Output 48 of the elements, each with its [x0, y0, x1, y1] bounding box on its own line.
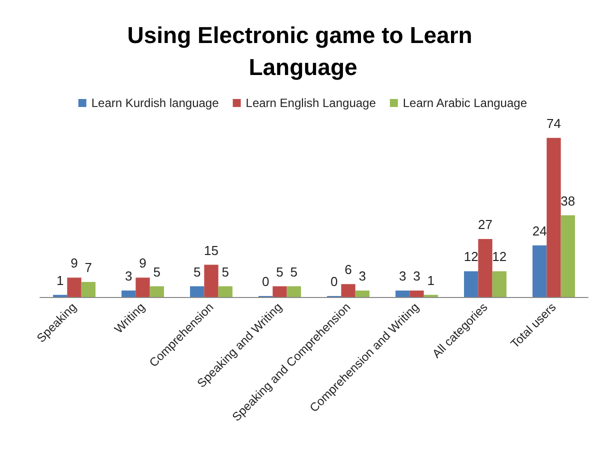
data-label: 0: [262, 274, 270, 289]
bar: [150, 286, 164, 297]
data-label: 5: [276, 264, 284, 280]
data-label: 5: [222, 264, 230, 280]
bar: [396, 290, 410, 297]
bar: [478, 238, 492, 297]
data-label: 38: [560, 193, 576, 208]
data-label: 15: [204, 242, 218, 258]
bar: [272, 286, 287, 297]
legend-label: Learn English Language: [246, 96, 376, 110]
bar: [341, 284, 356, 297]
bar: [532, 245, 547, 297]
bar: [560, 215, 575, 297]
data-label: 9: [70, 256, 78, 271]
bar: [204, 264, 218, 297]
bar: [67, 278, 82, 297]
bar: [81, 282, 96, 297]
bar: [122, 290, 136, 297]
data-label: 24: [532, 223, 547, 238]
data-label: 3: [124, 268, 132, 284]
bar: [286, 286, 301, 297]
bar: [546, 138, 561, 297]
data-label: 7: [84, 260, 92, 275]
bar: [464, 271, 478, 297]
data-label: 9: [139, 256, 146, 271]
data-label: 3: [413, 268, 420, 284]
bar: [218, 286, 232, 297]
data-label: 5: [290, 264, 298, 280]
data-label: 1: [427, 272, 435, 288]
data-label: 74: [546, 116, 561, 131]
bar: [136, 278, 150, 297]
bar: [492, 271, 506, 297]
data-label: 0: [330, 274, 338, 289]
bar: [355, 290, 370, 297]
data-label: 5: [153, 264, 161, 280]
data-label: 12: [492, 249, 507, 264]
legend-label: Learn Arabic Language: [402, 96, 528, 110]
chart-title: Using Electronic game to Learn Language: [127, 22, 479, 80]
bar: [410, 290, 424, 297]
data-label: 27: [478, 216, 492, 232]
data-label: 5: [193, 264, 201, 280]
bar: [190, 286, 204, 297]
legend-label: Learn Kurdish language: [91, 96, 220, 110]
data-label: 12: [464, 249, 478, 264]
data-label: 1: [56, 272, 64, 288]
data-label: 3: [358, 268, 366, 284]
data-label: 6: [344, 262, 352, 278]
data-label: 3: [398, 268, 406, 284]
